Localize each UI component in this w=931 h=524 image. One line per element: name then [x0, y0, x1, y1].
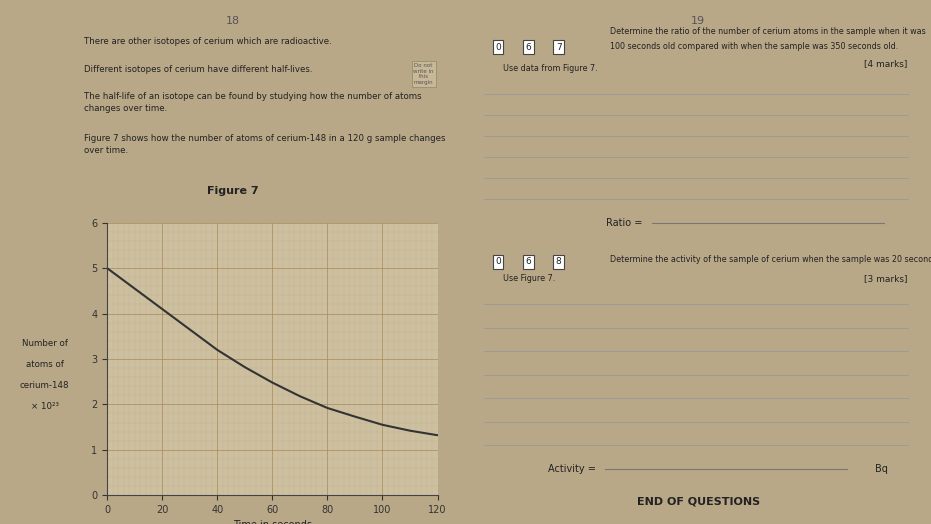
- Text: 0: 0: [495, 257, 501, 267]
- Text: [4 marks]: [4 marks]: [864, 59, 908, 69]
- Text: Different isotopes of cerium have different half-lives.: Different isotopes of cerium have differ…: [84, 66, 312, 74]
- Text: END OF QUESTIONS: END OF QUESTIONS: [637, 497, 760, 507]
- Text: [3 marks]: [3 marks]: [864, 274, 908, 283]
- Text: Use Figure 7.: Use Figure 7.: [503, 274, 555, 283]
- X-axis label: Time in seconds: Time in seconds: [233, 520, 312, 524]
- Text: Do not
write in
this
margin: Do not write in this margin: [413, 63, 434, 85]
- Text: cerium-148: cerium-148: [20, 380, 70, 390]
- Text: 7: 7: [556, 42, 561, 52]
- Text: 19: 19: [691, 16, 706, 26]
- Text: Use data from Figure 7.: Use data from Figure 7.: [503, 63, 598, 73]
- Text: Ratio =: Ratio =: [606, 218, 642, 228]
- Text: Number of: Number of: [21, 339, 68, 348]
- Text: Activity =: Activity =: [548, 464, 596, 474]
- Text: × 10²³: × 10²³: [31, 401, 59, 411]
- Text: 100 seconds old compared with when the sample was 350 seconds old.: 100 seconds old compared with when the s…: [610, 41, 898, 51]
- Text: 6: 6: [525, 257, 532, 267]
- Text: 6: 6: [525, 42, 532, 52]
- Text: The half-life of an isotope can be found by studying how the number of atoms
cha: The half-life of an isotope can be found…: [84, 92, 422, 113]
- Text: 18: 18: [225, 16, 240, 26]
- Text: atoms of: atoms of: [26, 359, 63, 369]
- Text: Figure 7 shows how the number of atoms of cerium-148 in a 120 g sample changes
o: Figure 7 shows how the number of atoms o…: [84, 134, 445, 155]
- Text: 8: 8: [556, 257, 561, 267]
- Text: Figure 7: Figure 7: [207, 186, 259, 196]
- Text: There are other isotopes of cerium which are radioactive.: There are other isotopes of cerium which…: [84, 37, 331, 46]
- Text: Determine the activity of the sample of cerium when the sample was 20 seconds ol: Determine the activity of the sample of …: [610, 255, 931, 264]
- Text: Bq: Bq: [875, 464, 888, 474]
- Text: Determine the ratio of the number of cerium atoms in the sample when it was: Determine the ratio of the number of cer…: [610, 27, 925, 36]
- Text: 0: 0: [495, 42, 501, 52]
